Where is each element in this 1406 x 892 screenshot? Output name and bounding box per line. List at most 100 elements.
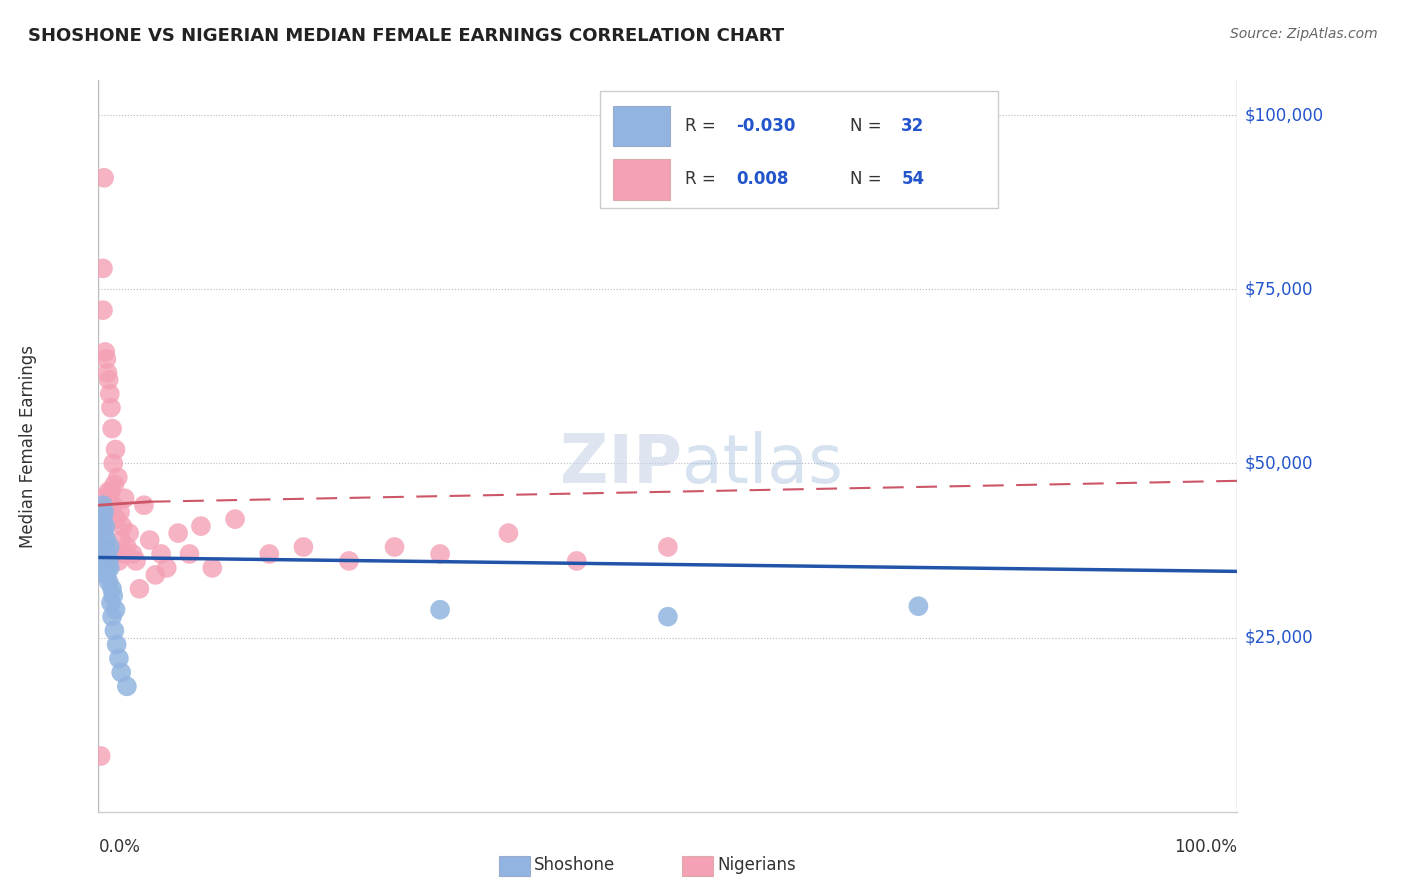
Point [110, 533, 132, 547]
Point [96, 533, 118, 547]
Point [201, 561, 224, 575]
Point [90, 491, 112, 506]
Text: Nigerians: Nigerians [717, 856, 796, 874]
Point [907, 599, 929, 614]
Text: $75,000: $75,000 [1244, 280, 1313, 298]
Point [125, 554, 148, 568]
Point [90, 540, 112, 554]
Point [94, 540, 117, 554]
Text: ZIP: ZIP [560, 431, 682, 497]
Point [190, 519, 212, 533]
Point [100, 401, 122, 415]
Point [94, 345, 117, 359]
Point [156, 561, 179, 575]
Point [100, 484, 122, 499]
Point [101, 582, 124, 596]
Point [150, 547, 173, 561]
Point [94, 519, 117, 533]
Text: 0.0%: 0.0% [98, 838, 141, 856]
Point [93, 519, 115, 533]
Point [96, 366, 118, 380]
Point [91, 512, 114, 526]
Point [91, 261, 114, 276]
Point [138, 533, 160, 547]
Point [90, 749, 112, 764]
Text: 32: 32 [901, 117, 925, 135]
Point [167, 526, 190, 541]
Point [90, 561, 112, 575]
Point [498, 526, 520, 541]
FancyBboxPatch shape [613, 106, 671, 146]
Point [96, 505, 118, 519]
Point [93, 505, 115, 519]
Point [145, 567, 167, 582]
Point [96, 351, 118, 366]
Point [110, 665, 132, 680]
Point [118, 526, 141, 541]
Point [94, 540, 117, 554]
Text: R =: R = [685, 117, 721, 135]
Point [107, 470, 129, 484]
Point [103, 498, 125, 512]
FancyBboxPatch shape [613, 160, 671, 200]
Point [115, 679, 138, 693]
Text: $100,000: $100,000 [1244, 106, 1323, 124]
Point [97, 373, 120, 387]
Point [115, 540, 138, 554]
Text: 100.0%: 100.0% [1174, 838, 1237, 856]
Point [97, 574, 120, 589]
Text: $50,000: $50,000 [1244, 454, 1313, 473]
Point [98, 540, 121, 554]
FancyBboxPatch shape [599, 91, 998, 209]
Point [104, 442, 127, 457]
Point [96, 498, 118, 512]
Point [98, 498, 121, 512]
Text: N =: N = [851, 117, 887, 135]
Point [121, 547, 143, 561]
Point [103, 589, 125, 603]
Point [93, 526, 115, 541]
Point [96, 547, 118, 561]
Point [103, 477, 125, 491]
Point [103, 624, 125, 638]
Text: Source: ZipAtlas.com: Source: ZipAtlas.com [1230, 27, 1378, 41]
Point [101, 609, 124, 624]
Point [565, 554, 588, 568]
Point [97, 484, 120, 499]
Point [108, 505, 131, 519]
Point [657, 540, 679, 554]
Point [91, 498, 114, 512]
Point [179, 547, 201, 561]
Point [112, 547, 135, 561]
Point [96, 554, 118, 568]
Text: Median Female Earnings: Median Female Earnings [20, 344, 37, 548]
Point [98, 386, 121, 401]
Point [96, 561, 118, 575]
Point [657, 609, 679, 624]
Point [93, 547, 115, 561]
Point [429, 547, 451, 561]
Point [114, 491, 136, 506]
Point [128, 582, 150, 596]
Text: Shoshone: Shoshone [534, 856, 616, 874]
Point [97, 554, 120, 568]
Point [105, 638, 128, 652]
Point [98, 561, 121, 575]
Point [132, 498, 155, 512]
Point [90, 554, 112, 568]
Point [93, 170, 115, 185]
Text: R =: R = [685, 170, 721, 188]
Text: N =: N = [851, 170, 887, 188]
Point [292, 540, 315, 554]
Point [91, 303, 114, 318]
Point [105, 512, 128, 526]
Point [384, 540, 406, 554]
Point [224, 512, 246, 526]
Point [429, 603, 451, 617]
Point [111, 519, 134, 533]
Point [259, 547, 281, 561]
Point [103, 457, 125, 471]
Text: SHOSHONE VS NIGERIAN MEDIAN FEMALE EARNINGS CORRELATION CHART: SHOSHONE VS NIGERIAN MEDIAN FEMALE EARNI… [28, 27, 785, 45]
Text: 0.008: 0.008 [737, 170, 789, 188]
Point [337, 554, 360, 568]
